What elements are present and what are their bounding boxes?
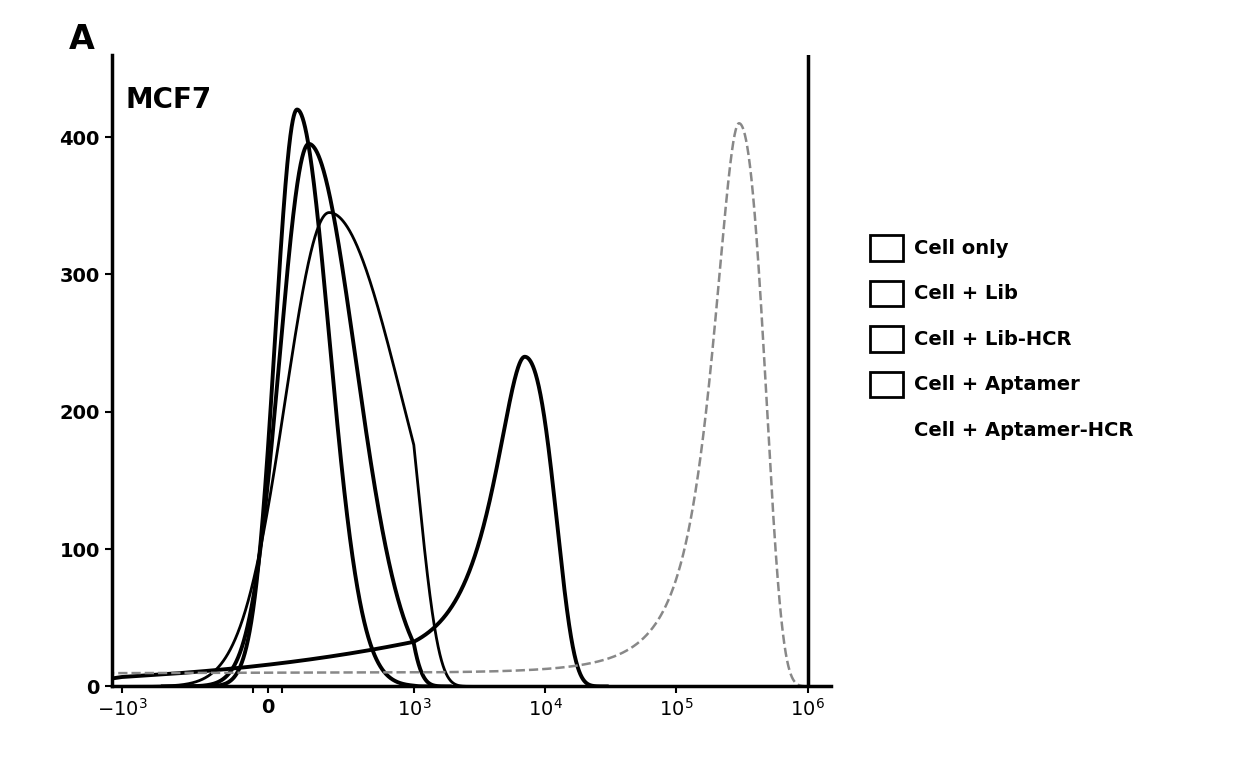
- Text: A: A: [68, 23, 94, 56]
- Legend: Cell only, Cell + Lib, Cell + Lib-HCR, Cell + Aptamer, Cell + Aptamer-HCR: Cell only, Cell + Lib, Cell + Lib-HCR, C…: [862, 226, 1142, 452]
- Text: MCF7: MCF7: [126, 86, 212, 114]
